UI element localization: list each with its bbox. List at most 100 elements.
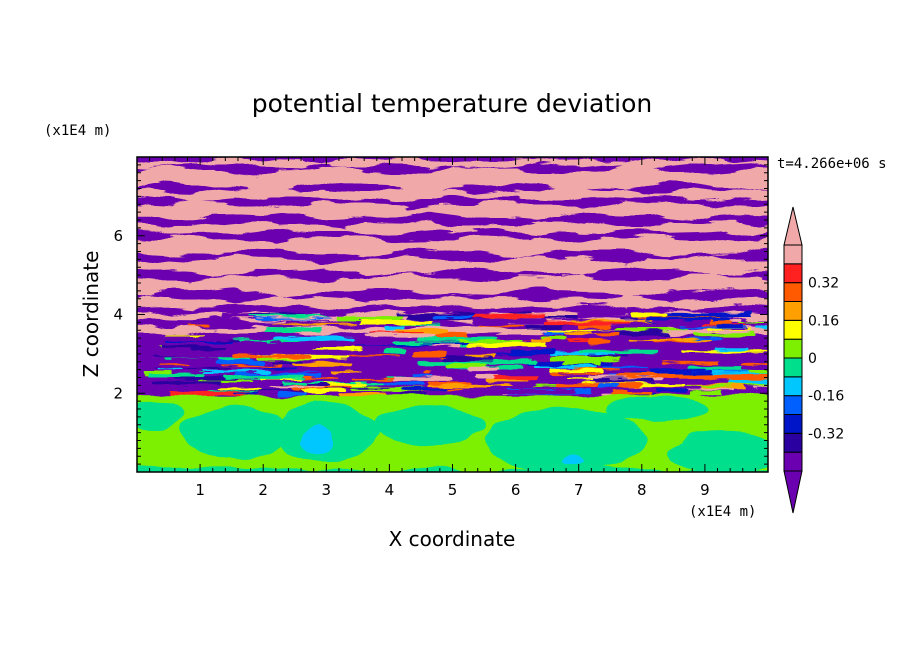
mixed-blob — [737, 322, 768, 324]
mixed-blob — [656, 389, 688, 392]
mixed-blob — [530, 338, 551, 344]
mixed-blob — [593, 377, 655, 382]
colorbar-segment — [783, 263, 803, 284]
mixed-blob — [473, 313, 546, 319]
mixed-blob — [542, 331, 565, 336]
mixed-blob — [543, 321, 631, 325]
mixed-blob — [174, 376, 239, 381]
mixed-blob — [741, 365, 768, 371]
colorbar-segment — [783, 376, 803, 397]
mixed-blob — [441, 356, 494, 361]
mixed-blob — [331, 370, 362, 374]
pink-band — [137, 294, 768, 311]
mixed-blob — [466, 343, 547, 347]
colorbar-label: -0.32 — [808, 426, 844, 442]
colorbar: -0.32 -0.16 0 0.16 0.32 — [783, 206, 844, 514]
mixed-blob — [649, 369, 705, 372]
mixed-blob — [562, 360, 601, 366]
mixed-blob — [474, 374, 500, 379]
pink-band — [137, 199, 768, 221]
colorbar-segment — [783, 432, 803, 453]
x-axis-label: X coordinate — [389, 527, 516, 551]
mixed-blob — [629, 312, 667, 317]
mixed-blob — [232, 392, 258, 395]
colorbar-extend-high — [783, 206, 803, 246]
x-tick-label: 7 — [574, 481, 584, 499]
mixed-blob — [324, 388, 390, 390]
mixed-blob — [709, 321, 732, 326]
mixed-blob — [282, 381, 309, 386]
mixed-blob — [292, 362, 353, 367]
mixed-blob — [726, 378, 768, 384]
mixed-blob — [693, 332, 756, 338]
colorbar-segment — [783, 451, 803, 472]
mixed-blob — [466, 329, 547, 334]
mixed-blob — [152, 381, 222, 385]
mixed-blob — [218, 387, 262, 390]
mixed-blob — [273, 336, 356, 342]
mixed-blob — [221, 365, 283, 368]
mixed-blob — [337, 316, 403, 321]
mixed-blob — [695, 374, 768, 380]
mixed-blob — [458, 339, 523, 344]
colorbar-label: -0.16 — [808, 389, 844, 405]
mixed-blob — [601, 365, 649, 368]
mixed-blob — [576, 324, 611, 329]
mixed-blob — [232, 340, 299, 342]
pink-band — [137, 234, 768, 258]
mixed-blob — [401, 387, 448, 391]
mixed-blob — [187, 324, 210, 327]
mixed-blob — [532, 384, 560, 387]
mixed-layer — [143, 311, 768, 398]
mixed-blob — [549, 368, 604, 373]
axis-ticks: 1 2 3 4 5 6 7 8 9 2 4 6 — [113, 157, 769, 499]
mixed-blob — [320, 313, 346, 317]
mixed-blob — [670, 357, 754, 361]
mixed-blob — [277, 391, 306, 396]
mixed-blob — [510, 349, 556, 355]
mixed-blob — [170, 391, 250, 397]
teal-cell — [181, 405, 295, 461]
mixed-blob — [570, 320, 654, 322]
mixed-blob — [579, 349, 659, 354]
y-unit-label: (x1E4 m) — [44, 123, 111, 139]
teal-cell — [603, 397, 705, 421]
mixed-blob — [393, 376, 454, 381]
mixed-blob — [615, 327, 687, 331]
x-tick-label: 5 — [448, 481, 458, 499]
mixed-blob — [427, 384, 513, 387]
mixed-blob — [147, 372, 206, 377]
x-tick-label: 2 — [258, 481, 268, 499]
mixed-blob — [383, 348, 406, 354]
chart-title: potential temperature deviation — [252, 89, 652, 118]
teal-cell — [484, 409, 649, 472]
x-tick-label: 8 — [637, 481, 647, 499]
mixed-blob — [493, 376, 540, 380]
mixed-blob — [312, 348, 364, 350]
mixed-blob — [595, 333, 621, 336]
teal-cell — [370, 405, 485, 445]
mixed-blob — [508, 311, 532, 314]
mixed-blob — [490, 353, 533, 356]
mixed-blob — [429, 370, 508, 375]
pink-band — [137, 187, 768, 202]
mixed-blob — [469, 366, 499, 371]
mixed-blob — [588, 339, 610, 345]
mixed-blob — [216, 360, 266, 365]
x-tick-label: 9 — [700, 481, 710, 499]
x-tick-label: 1 — [195, 481, 205, 499]
mixed-blob — [269, 386, 325, 389]
mixed-blob — [202, 370, 272, 373]
colorbar-segment — [783, 395, 803, 415]
y-axis-label: Z coordinate — [79, 251, 103, 378]
colorbar-segment — [783, 357, 803, 378]
mixed-blob — [408, 346, 474, 351]
mixed-blob — [753, 385, 768, 388]
mixed-blob — [476, 325, 525, 327]
colorbar-segment — [783, 282, 803, 302]
mixed-blob — [432, 316, 474, 319]
colorbar-label: 0.16 — [808, 313, 839, 329]
mixed-blob — [399, 391, 426, 395]
cyan-core — [301, 426, 333, 455]
pink-band — [137, 254, 768, 276]
